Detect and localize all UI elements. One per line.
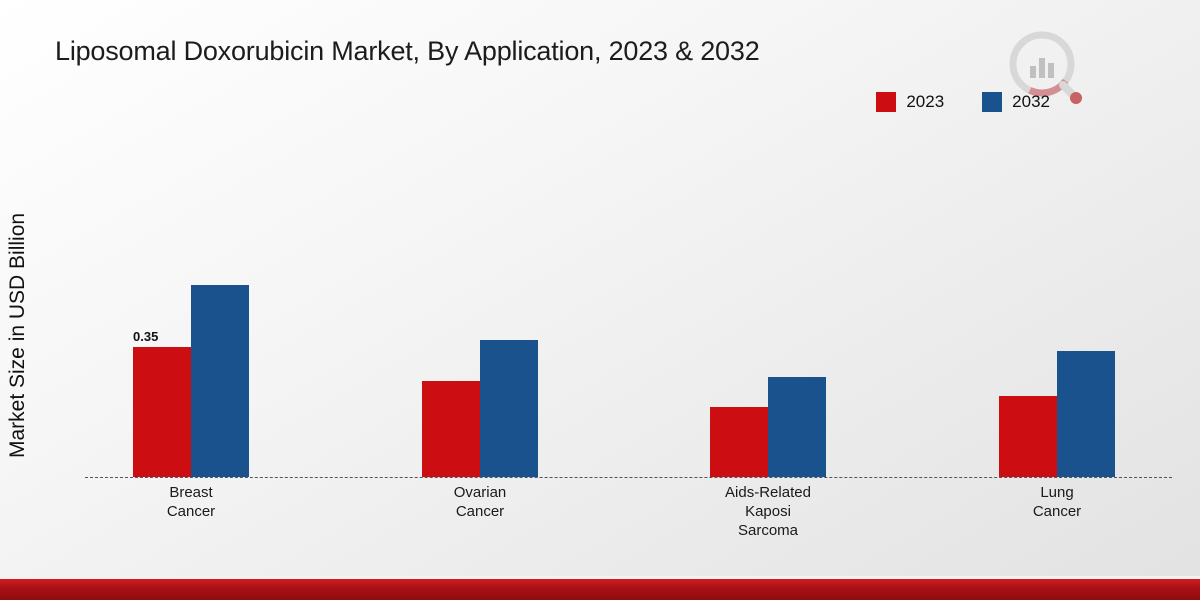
bar-2032-category-3 [1057, 351, 1115, 477]
legend-item-2032: 2032 [982, 92, 1050, 112]
bar-wrap [999, 396, 1057, 477]
bar-2032-category-0 [191, 285, 249, 477]
footer-divider [0, 576, 1200, 579]
legend-label-2032: 2032 [1012, 92, 1050, 111]
bar-2023-category-3 [999, 396, 1057, 477]
bar-wrap [422, 381, 480, 477]
bar-wrap [768, 377, 826, 477]
legend-swatch-2023 [876, 92, 897, 112]
bar-2032-category-1 [480, 340, 538, 477]
chart-title: Liposomal Doxorubicin Market, By Applica… [55, 36, 760, 66]
bar-chart-magnifier-logo [1004, 26, 1088, 119]
bar-wrap [480, 340, 538, 477]
category-label-1: Ovarian Cancer [453, 484, 507, 520]
bar-2023-category-2 [710, 407, 768, 477]
bar-2023-category-0 [133, 347, 191, 477]
bar-wrap [191, 285, 249, 477]
bar-wrap [1057, 351, 1115, 477]
legend: 2023 2032 [876, 92, 1050, 112]
bar-wrap: 0.35 [133, 329, 191, 477]
plot-area: 0.35 [85, 120, 1175, 477]
category-label-2: Aids-Related Kaposi Sarcoma [725, 484, 811, 539]
footer-band [0, 579, 1200, 600]
legend-swatch-2032 [982, 92, 1003, 112]
bar-value-label: 0.35 [133, 329, 159, 344]
bar-group-2 [710, 120, 826, 477]
bar-group-1 [422, 120, 538, 477]
bar-2032-category-2 [768, 377, 826, 477]
category-label-0: Breast Cancer [166, 484, 216, 520]
legend-label-2023: 2023 [906, 92, 945, 111]
category-label-3: Lung Cancer [1032, 484, 1082, 520]
y-axis-label: Market Size in USD Billion [6, 212, 29, 458]
bar-group-0: 0.35 [133, 120, 249, 477]
bar-wrap [710, 407, 768, 477]
bar-2023-category-1 [422, 381, 480, 477]
legend-item-2023: 2023 [876, 92, 944, 112]
bar-group-3 [999, 120, 1115, 477]
x-axis-baseline [85, 477, 1172, 478]
